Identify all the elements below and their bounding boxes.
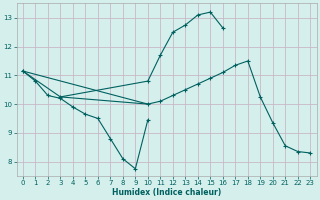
X-axis label: Humidex (Indice chaleur): Humidex (Indice chaleur): [112, 188, 221, 197]
